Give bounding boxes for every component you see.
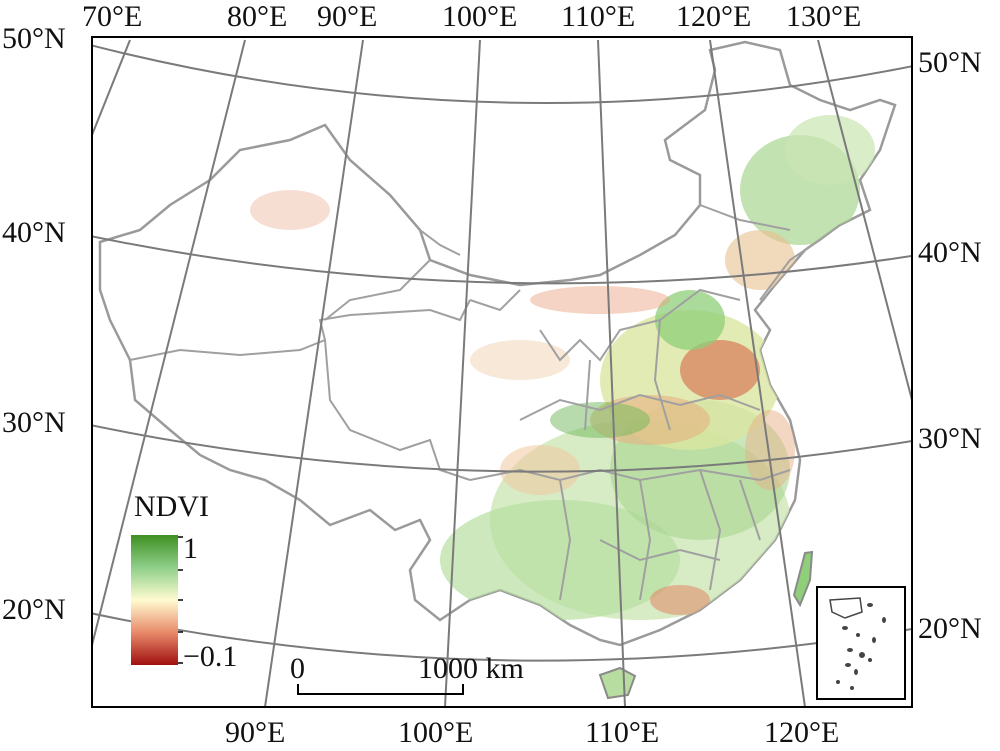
lat-label-left: 40°N [2,216,66,249]
legend-max-label: 1 [183,532,198,565]
lon-label-top: 70°E [82,0,143,33]
legend-title: NDVI [134,490,209,523]
lat-label-right: 50°N [918,46,982,79]
lon-label-bottom: 90°E [225,716,286,749]
legend-min-label: −0.1 [183,640,238,673]
map-body [92,39,912,707]
lon-label-top: 130°E [786,0,862,33]
lat-label-right: 20°N [918,612,982,645]
taiwan-island [792,550,814,608]
lon-label-top: 120°E [676,0,752,33]
scale-bar-max-label: 1000 km [418,652,524,685]
map-frame [91,36,913,708]
lon-label-top: 110°E [561,0,636,33]
hainan-island [598,666,637,700]
south-china-sea-inset [816,586,906,700]
lon-label-bottom: 100°E [398,716,474,749]
lon-label-bottom: 110°E [585,716,660,749]
legend-color-bar [131,535,178,665]
lat-label-right: 30°N [918,422,982,455]
scale-bar-zero-label: 0 [290,652,305,685]
lon-label-top: 80°E [227,0,288,33]
lon-label-top: 100°E [442,0,518,33]
lat-label-right: 40°N [918,236,982,269]
graticule [92,39,912,707]
lat-label-left: 20°N [2,593,66,626]
legend-ticks [178,536,183,664]
lon-label-bottom: 120°E [764,716,840,749]
lat-label-left: 30°N [2,406,66,439]
lat-label-left: 50°N [2,22,66,55]
scale-bar [297,684,464,695]
lon-label-top: 90°E [317,0,378,33]
